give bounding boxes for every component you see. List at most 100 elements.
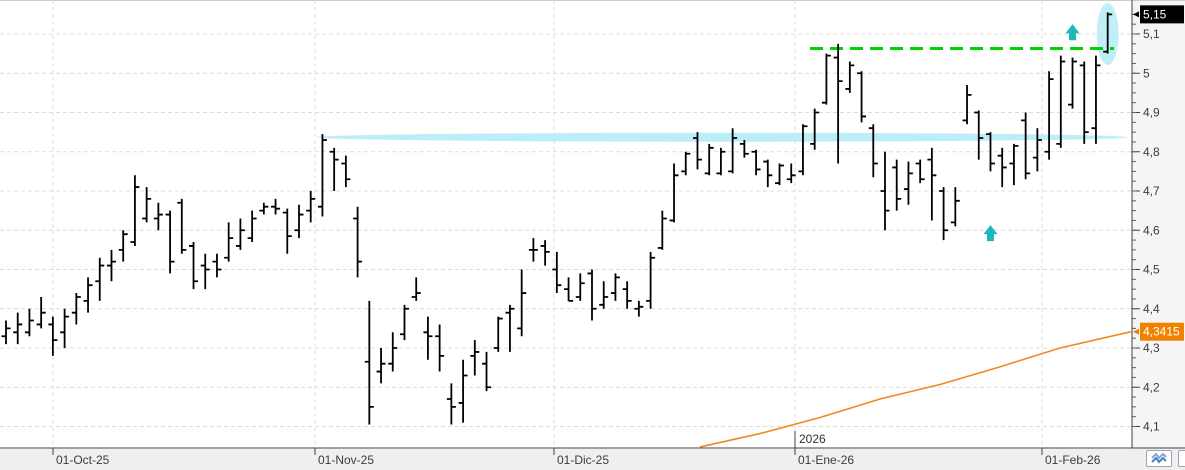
ohlc-bar: [610, 273, 620, 301]
ohlc-bar: [798, 124, 808, 176]
last-price-badge-box: [1140, 5, 1184, 24]
ohlc-bar: [341, 155, 351, 188]
ohlc-bar: [751, 149, 761, 176]
price-label: 4,3: [1143, 341, 1160, 355]
ohlc-bar: [458, 359, 468, 423]
ohlc-bar: [587, 269, 597, 321]
ohlc-bar: [83, 277, 93, 313]
price-label: 4,7: [1143, 184, 1160, 198]
ohlc-bar: [622, 281, 632, 309]
ohlc-bar: [189, 242, 199, 290]
ohlc-bar: [153, 202, 163, 231]
ohlc-bar: [903, 161, 913, 205]
date-label: 01-Dic-25: [557, 453, 609, 467]
ohlc-bar: [306, 191, 316, 223]
ohlc-bar: [681, 151, 691, 176]
ohlc-bar: [364, 300, 374, 425]
ohlc-bar: [376, 348, 386, 384]
ohlc-bar: [423, 316, 433, 360]
ohlc-bar: [48, 316, 58, 356]
ohlc-bar: [271, 198, 281, 215]
ohlc-bar: [634, 300, 644, 317]
ohlc-bar: [517, 269, 527, 337]
ohlc-bar: [845, 61, 855, 93]
ohlc-bar: [1009, 143, 1019, 186]
ohlc-bar: [317, 134, 327, 217]
ohlc-bar: [786, 163, 796, 184]
ohlc-bar: [1, 320, 11, 345]
ohlc-bar: [599, 281, 609, 309]
ohlc-bar: [1044, 71, 1054, 160]
ohlc-bar: [1068, 57, 1078, 109]
ohlc-bar: [974, 110, 984, 160]
ohlc-bar: [728, 128, 738, 174]
ohlc-bar: [388, 332, 398, 372]
support-band: [316, 132, 1128, 142]
date-label: 01-Oct-25: [56, 453, 110, 467]
ohlc-bar: [833, 43, 843, 164]
year-label: 2026: [799, 432, 826, 446]
date-label: 01-Ene-26: [798, 453, 854, 467]
ohlc-bar: [200, 253, 210, 290]
ohlc-bar: [493, 316, 503, 352]
ohlc-bar: [329, 147, 339, 191]
price-label: 4,6: [1143, 223, 1160, 237]
ma-value-badge: 4,3415: [1143, 325, 1180, 339]
ohlc-bar: [106, 249, 116, 282]
ohlc-bar: [950, 187, 960, 227]
ohlc-bar: [985, 132, 995, 172]
ohlc-bar: [411, 277, 421, 301]
time-scale-strip: [0, 449, 1185, 470]
secondary-toolbar-button[interactable]: [1178, 450, 1185, 467]
ohlc-bar: [259, 202, 269, 215]
ohlc-bar: [927, 147, 937, 221]
price-label: 4,8: [1143, 145, 1160, 159]
ohlc-bar: [446, 383, 456, 425]
price-label: 4,9: [1143, 106, 1160, 120]
ohlc-bar: [528, 238, 538, 262]
ohlc-bar: [165, 210, 175, 274]
price-label: 4,5: [1143, 263, 1160, 277]
ohlc-bar: [1079, 61, 1089, 144]
ohlc-bar: [657, 210, 667, 250]
ohlc-bar: [704, 143, 714, 176]
ohlc-bar: [435, 324, 445, 372]
ohlc-bar: [669, 163, 679, 223]
ohlc-bar: [95, 257, 105, 301]
moving-average-line: [699, 330, 1132, 448]
ohlc-bar: [716, 147, 726, 176]
ohlc-bar: [810, 108, 820, 150]
ohlc-bar: [142, 187, 152, 223]
ohlc-bar: [1056, 55, 1066, 148]
ohlc-bar: [1091, 55, 1101, 144]
ohlc-bar: [130, 175, 140, 246]
ohlc-bar: [177, 198, 187, 254]
price-label: 4,4: [1143, 302, 1160, 316]
ohlc-bar: [505, 304, 515, 352]
ma-value-badge-arrow: [1133, 328, 1139, 335]
ohlc-bar: [60, 308, 70, 348]
ohlc-bar: [821, 53, 831, 105]
ohlc-bar: [892, 159, 902, 211]
ohlc-bar: [775, 163, 785, 186]
ma-value-badge-box: [1140, 322, 1184, 341]
price-scale-strip: [1132, 0, 1185, 470]
ohlc-bar: [36, 296, 46, 329]
ohlc-bar: [739, 139, 749, 158]
chart-type-button[interactable]: [1146, 450, 1172, 467]
zigzag-line-icon: [1151, 452, 1167, 464]
ohlc-bar: [224, 222, 234, 262]
ohlc-bar: [763, 159, 773, 188]
ohlc-bar: [24, 308, 34, 337]
ohlc-bar: [353, 206, 363, 278]
ohlc-bar: [564, 277, 574, 302]
ohlc-bar: [939, 187, 949, 241]
price-label: 5: [1143, 66, 1150, 80]
date-label: 01-Nov-25: [318, 453, 374, 467]
price-label: 4,1: [1143, 420, 1160, 434]
ohlc-bar: [399, 304, 409, 341]
ohlc-bar: [470, 340, 480, 376]
